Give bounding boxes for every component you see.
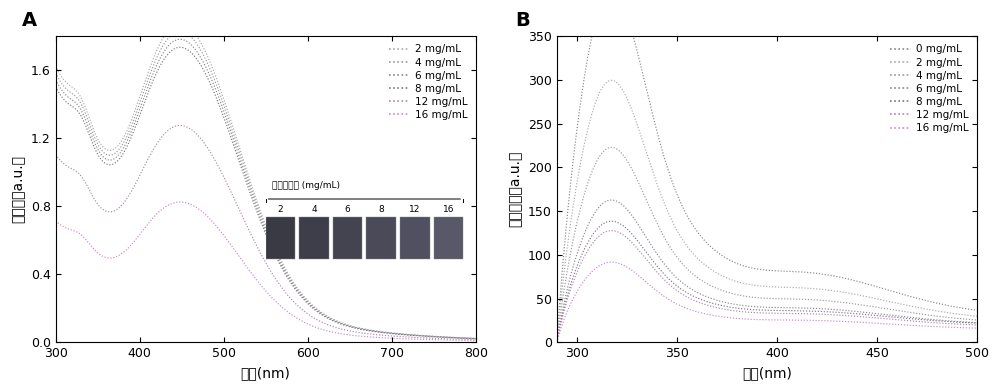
Text: 确酸銀浓度 (mg/mL): 确酸銀浓度 (mg/mL) [272, 181, 340, 190]
X-axis label: 波长(nm): 波长(nm) [742, 366, 792, 380]
X-axis label: 波长(nm): 波长(nm) [241, 366, 291, 380]
Text: A: A [22, 11, 37, 30]
Legend: 2 mg/mL, 4 mg/mL, 6 mg/mL, 8 mg/mL, 12 mg/mL, 16 mg/mL: 2 mg/mL, 4 mg/mL, 6 mg/mL, 8 mg/mL, 12 m… [386, 41, 470, 123]
Y-axis label: 荧光强度（a.u.）: 荧光强度（a.u.） [508, 151, 522, 228]
Legend: 0 mg/mL, 2 mg/mL, 4 mg/mL, 6 mg/mL, 8 mg/mL, 12 mg/mL, 16 mg/mL: 0 mg/mL, 2 mg/mL, 4 mg/mL, 6 mg/mL, 8 mg… [887, 41, 972, 136]
Y-axis label: 吸光値（a.u.）: 吸光値（a.u.） [11, 155, 25, 223]
Text: B: B [515, 11, 530, 30]
